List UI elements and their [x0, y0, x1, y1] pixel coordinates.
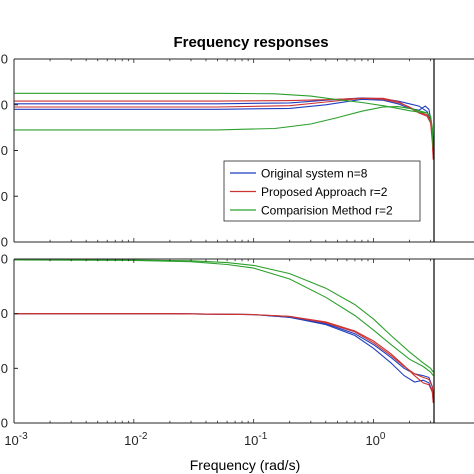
phase-y-tick-label: 0: [1, 361, 8, 376]
phase-line-5: [14, 259, 434, 376]
magnitude-line-4: [14, 97, 434, 160]
magnitude-y-tick-label: 0: [1, 189, 8, 204]
x-tick-labels: 10-3 10-2 10-1 100: [4, 431, 386, 448]
x-axis-label: Frequency (rad/s): [190, 457, 300, 473]
magnitude-line-6: [14, 106, 434, 149]
phase-axes: 0 0 0 0: [1, 252, 474, 431]
magnitude-series: [14, 92, 434, 160]
legend-label: Proposed Approach r=2: [261, 185, 388, 199]
x-tick-label: 100: [365, 431, 385, 448]
x-tick-label: 10-3: [4, 431, 28, 448]
magnitude-axes: 0 0 0 0 0: [1, 52, 474, 250]
phase-y-tick-label: 0: [1, 306, 8, 321]
x-tick-label: 10-1: [244, 431, 268, 448]
chart-title: Frequency responses: [173, 34, 328, 51]
magnitude-y-tick-label: 0: [1, 143, 8, 158]
phase-line-6: [14, 259, 434, 373]
phase-y-tick-label: 0: [1, 252, 8, 267]
phase-series: [14, 259, 434, 404]
legend-box: [223, 160, 421, 222]
phase-y-tick-label: 0: [1, 416, 8, 431]
magnitude-y-tick-label: 0: [1, 97, 8, 112]
phase-line-4: [14, 313, 434, 404]
magnitude-y-tick-label: 0: [1, 235, 8, 250]
legend-label: Original system n=8: [261, 167, 368, 181]
legend: Original system n=8 Proposed Approach r=2…: [223, 160, 421, 222]
magnitude-y-tick-label: 0: [1, 52, 8, 67]
x-tick-label: 10-2: [124, 431, 148, 448]
legend-label: Comparision Method r=2: [261, 204, 393, 218]
